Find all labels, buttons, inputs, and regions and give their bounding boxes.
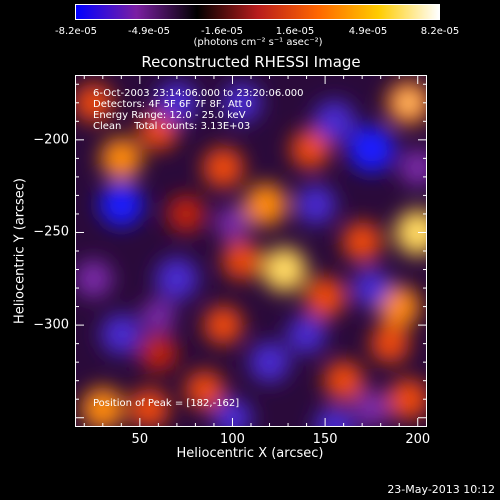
colorbar-units: (photons cm⁻² s⁻¹ asec⁻²) <box>193 37 323 48</box>
annotation-counts: Clean Total counts: 3.13E+03 <box>93 121 251 132</box>
footer-date: 23-May-2013 10:12 <box>387 483 495 496</box>
colorbar-tick-label: -4.9e-05 <box>128 26 170 37</box>
emission-blob <box>370 324 410 364</box>
emission-blob <box>387 378 427 420</box>
negative-blob <box>314 407 355 427</box>
emission-blob <box>129 388 170 427</box>
emission-blob <box>290 129 331 170</box>
colorbar-tick-label: -8.2e-05 <box>55 26 97 37</box>
annotation-energy: Energy Range: 12.0 - 25.0 keV <box>93 110 246 121</box>
emission-blob <box>75 83 114 123</box>
emission-blob <box>100 137 143 180</box>
emission-blob <box>81 386 125 427</box>
negative-blob <box>212 398 252 427</box>
heatmap-plot <box>75 75 427 427</box>
negative-blob <box>295 184 336 225</box>
annotation-time-range: 6-Oct-2003 23:14:06.000 to 23:20:06.000 <box>93 88 304 99</box>
emission-blob <box>222 240 262 280</box>
negative-blob <box>141 298 176 333</box>
colorbar-tick-label: -1.6e-05 <box>201 26 243 37</box>
colorbar-tick-label: 8.2e-05 <box>420 26 460 37</box>
emission-blob <box>304 276 346 318</box>
emission-blob <box>244 183 288 227</box>
negative-blob <box>75 259 113 298</box>
emission-blob <box>203 305 243 345</box>
emission-core <box>410 225 425 240</box>
x-tick-label: 150 <box>312 432 338 447</box>
emission-blob <box>202 147 244 189</box>
negative-blob <box>399 149 427 187</box>
colorbar-tick-label: 4.9e-05 <box>348 26 388 37</box>
negative-blob <box>352 389 390 427</box>
emission-blob <box>167 194 206 233</box>
x-tick-label: 100 <box>220 432 245 447</box>
negative-blob <box>287 314 327 354</box>
y-tick-label: −200 <box>33 132 69 148</box>
negative-core <box>364 142 379 157</box>
chart-title: Reconstructed RHESSI Image <box>141 53 361 71</box>
negative-blob <box>249 341 291 383</box>
negative-blob <box>351 268 391 308</box>
negative-blob <box>155 257 199 301</box>
colorbar <box>75 4 440 20</box>
negative-blob <box>155 81 198 124</box>
negative-core <box>114 197 129 212</box>
emission-blob <box>139 333 178 372</box>
emission-blob <box>342 221 383 262</box>
emission-blob <box>185 370 225 410</box>
colorbar-tick-label: 1.6e-05 <box>275 26 315 37</box>
negative-blob <box>222 83 262 123</box>
x-tick-label: 200 <box>405 432 431 447</box>
y-axis-label: Heliocentric Y (arcsec) <box>12 178 28 324</box>
x-tick-label: 50 <box>131 432 149 447</box>
negative-blob <box>100 313 142 355</box>
x-axis-label: Heliocentric X (arcsec) <box>176 446 324 461</box>
emission-core <box>401 95 416 110</box>
annotation-detectors: Detectors: 4F 5F 6F 7F 8F, Att 0 <box>93 99 253 110</box>
emission-core <box>277 262 292 277</box>
negative-blob <box>214 205 250 241</box>
emission-blob <box>323 360 364 401</box>
negative-blob <box>313 100 356 143</box>
y-tick-label: −250 <box>33 224 69 240</box>
y-tick-label: −300 <box>33 317 69 333</box>
annotation-peak: Position of Peak = [182,-162] <box>93 398 240 409</box>
